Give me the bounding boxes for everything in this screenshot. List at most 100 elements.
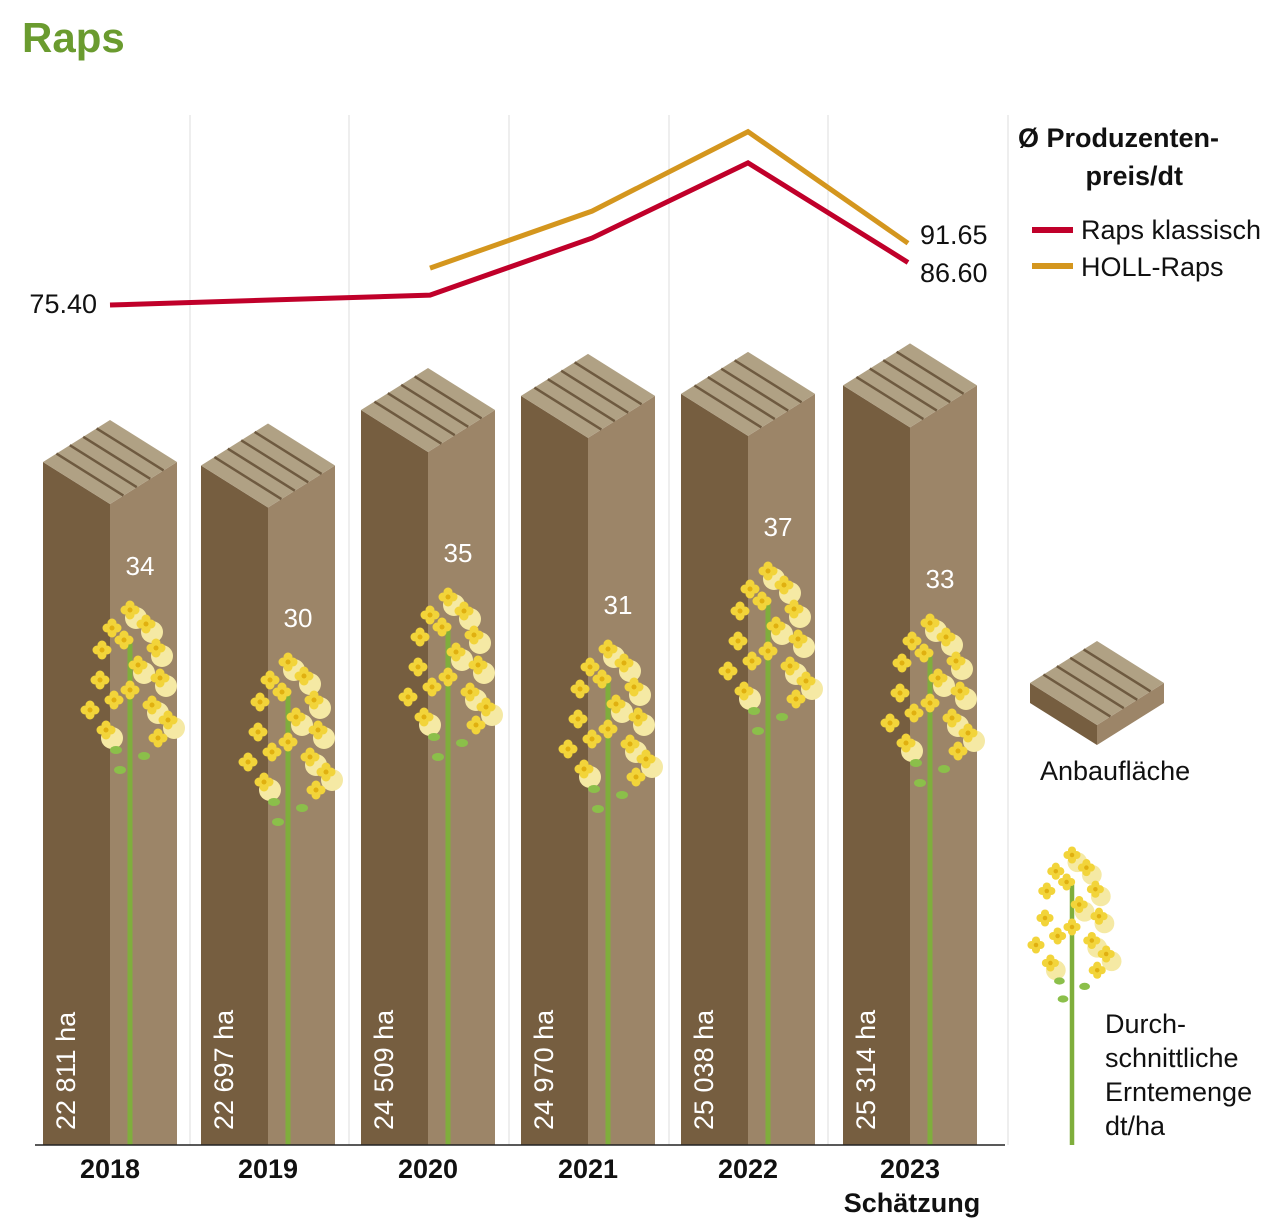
flower-center [313,787,319,793]
flower-petal [432,622,442,632]
bar-top-face [521,353,655,438]
area-label: 25 314 ha [851,1009,881,1130]
flower-petal [890,688,900,698]
legend-label-holl: HOLL-Raps [1081,252,1224,282]
flower-petal [628,712,638,722]
bar-top-stripe [855,375,925,421]
flower-center [599,676,605,682]
flower-petal [598,724,608,734]
bar-top-stripe [720,367,789,412]
flower-leaf [456,739,468,747]
bar-top-stripe [882,359,951,404]
flower-center [453,649,459,655]
flower-petal [620,739,630,749]
flower-center [87,707,93,713]
flower-center [741,688,747,694]
flower-center [765,648,771,654]
flower-petal [90,675,100,685]
flower-petal [92,645,102,655]
flower-center [315,727,321,733]
flower-petal [278,657,288,667]
flower-petal [248,727,258,737]
price-label-start: 75.40 [29,289,97,319]
flower-center [773,623,779,629]
x-tick-label: 2019 [238,1154,298,1184]
flower-center [803,678,809,684]
bar-front-face [43,462,110,1145]
flower-center [473,722,479,728]
flower-petal [272,687,282,697]
flower-petal [102,623,112,633]
flower-petal [398,692,408,702]
flower-center [471,632,477,638]
flower-center [1094,967,1100,973]
flower-petal [752,596,762,606]
flower-center [109,625,115,631]
line-raps-klassisch [109,160,910,308]
flower-center [935,675,941,681]
flower-petal [774,580,784,590]
flower-center [301,673,307,679]
yield-label: 31 [604,590,633,620]
flower-center [267,677,273,683]
flower-leaf [272,818,284,826]
flower-petal [148,733,158,743]
bar-2021: 24 970 ha [521,353,655,1146]
flower-petal [950,686,960,696]
flower-center [1064,879,1069,885]
rapeseed-flower-icon [718,561,823,1145]
flower-petal [128,660,138,670]
flower-center [311,697,317,703]
flower-center [1089,938,1095,943]
flower-petal [892,658,902,668]
flower-petal [476,702,486,712]
rapeseed-flower-icon [558,639,663,1145]
x-tick-label: 2022 [718,1154,778,1184]
flower-petal [468,660,478,670]
flower-center [927,700,933,706]
flower-petal [928,673,938,683]
flower-center [793,696,799,702]
line-holl-raps [429,128,910,271]
flower-center [99,647,105,653]
flower-petal [582,734,592,744]
yield-label: 34 [126,551,155,581]
flower-petal [896,738,906,748]
flower-center [795,636,801,642]
flower-center [261,779,267,785]
bar-front-face [843,385,910,1145]
flower-petal [454,606,464,616]
flower-center [589,736,595,742]
flower-petal [80,705,90,715]
flower-center [269,749,275,755]
legend-flower-icon [1027,846,1122,1145]
flower-petal [574,764,584,774]
bar-side-face [428,410,495,1145]
flower-center [1076,902,1082,907]
flower-petal [120,685,130,695]
flower-center [747,586,753,592]
flower-petal [466,720,476,730]
flower-center [781,582,787,588]
flower-center [949,715,955,721]
bar-top-stripe [1056,665,1125,710]
flower-center [621,660,627,666]
flower-leaf [910,759,922,767]
bar-2018: 22 811 ha [43,420,177,1145]
area-label: 24 970 ha [529,1009,559,1130]
flower-petal [286,712,296,722]
flower-petal [114,635,124,645]
flower-leaf [588,785,600,793]
bar-top-stripe [387,392,456,437]
flower-center [1069,852,1075,858]
flower-center [787,663,793,669]
flower-center [475,662,481,668]
flower-leaf [110,746,122,754]
flower-petal [1041,958,1050,968]
flower-petal [758,566,768,576]
flower-center [1096,913,1102,919]
flower-petal [606,699,616,709]
bar-top-stripe [733,359,803,404]
yield-label: 30 [284,603,313,633]
flower-center [903,740,909,746]
